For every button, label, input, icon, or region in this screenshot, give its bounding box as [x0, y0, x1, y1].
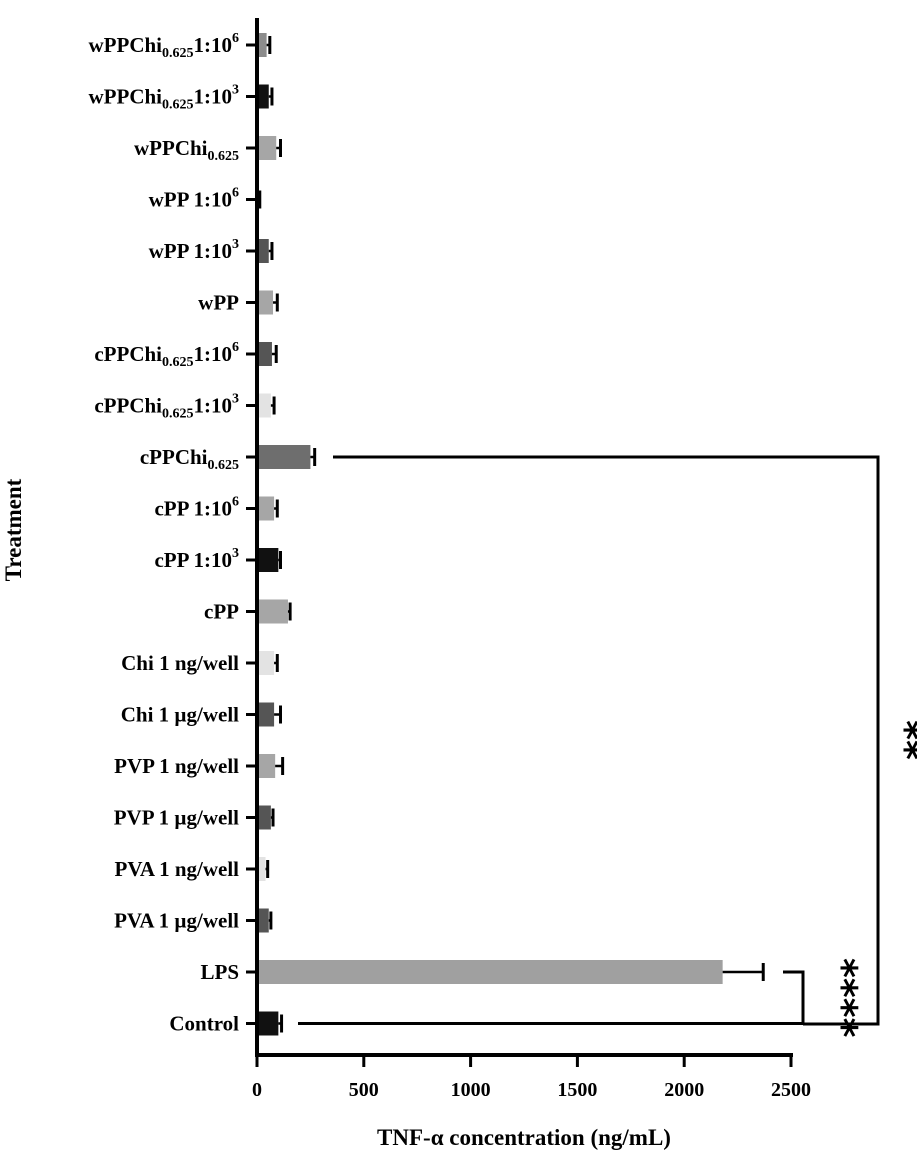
- error-bar-wppchi-1e6: [266, 36, 272, 54]
- x-axis: 0 500 1000 1500 2000 2500: [252, 18, 811, 1101]
- category-label-cpp-1e3: cPP 1:103: [154, 546, 239, 572]
- error-bar-cppchi: [310, 448, 317, 466]
- x-tick-label-0: 0: [252, 1079, 262, 1101]
- error-bar-cpp: [287, 602, 292, 621]
- bar-wppchi: [257, 136, 277, 160]
- category-label-cppchi: cPPChi0.625: [140, 445, 239, 473]
- error-bar-pva-ng: [265, 860, 270, 878]
- bar-cppchi-1e6: [257, 342, 272, 366]
- x-tick-label-2000: 2000: [664, 1079, 704, 1101]
- x-tick-label-1000: 1000: [451, 1079, 491, 1101]
- error-bar-pvp-ug: [270, 808, 275, 827]
- bar-cpp-1e6: [257, 496, 275, 521]
- bar-cppchi-1e3: [257, 393, 271, 418]
- error-bar-wppchi: [276, 139, 282, 157]
- category-label-chi-ug: Chi 1 µg/well: [121, 703, 239, 727]
- error-bar-wppchi-1e3: [268, 87, 274, 106]
- x-axis-title: TNF-α concentration (ng/mL): [377, 1125, 671, 1150]
- category-label-pvp-ng: PVP 1 ng/well: [114, 754, 239, 778]
- significance-label-lps-control: ****: [821, 958, 865, 1038]
- category-label-wppchi: wPPChi0.625: [134, 136, 239, 164]
- error-bar-chi-ng: [274, 654, 279, 672]
- error-bar-pvp-ng: [275, 757, 285, 775]
- bars-group: [257, 33, 723, 1036]
- category-label-wpp: wPP: [198, 291, 239, 315]
- bar-wppchi-1e6: [257, 33, 267, 57]
- category-label-lps: LPS: [200, 960, 239, 984]
- bar-wppchi-1e3: [257, 84, 269, 109]
- significance-bracket-cppchi-control: [333, 455, 880, 1026]
- error-bar-control: [278, 1014, 284, 1033]
- category-label-pvp-ug: PVP 1 µg/well: [114, 806, 239, 830]
- significance-label-cppchi-control: **: [884, 720, 917, 760]
- significance-bracket-lps-control: [298, 970, 805, 1025]
- error-bar-cpp-1e6: [274, 499, 279, 518]
- category-label-wppchi-1e3: wPPChi0.6251:103: [89, 83, 240, 113]
- x-tick-label-2500: 2500: [771, 1079, 811, 1101]
- category-label-cppchi-1e6: cPPChi0.6251:106: [94, 340, 239, 370]
- error-bar-cpp-1e3: [278, 551, 282, 569]
- category-label-cpp-1e6: cPP 1:106: [154, 495, 239, 521]
- bar-wpp: [257, 290, 274, 315]
- bar-pvp-ng: [257, 754, 276, 778]
- category-label-cppchi-1e3: cPPChi0.6251:103: [94, 392, 239, 422]
- error-bar-chi-ug: [274, 705, 282, 724]
- error-bar-wpp-1e3: [268, 242, 274, 260]
- bar-pva-ug: [257, 908, 269, 933]
- category-label-pva-ug: PVA 1 µg/well: [114, 909, 239, 933]
- category-label-pva-ng: PVA 1 ng/well: [115, 857, 240, 881]
- significance-group: ******: [298, 455, 917, 1038]
- bar-chi-ng: [257, 651, 275, 675]
- bar-pvp-ug: [257, 805, 271, 830]
- category-label-wpp-1e3: wPP 1:103: [149, 237, 239, 263]
- bar-cppchi: [257, 445, 311, 469]
- x-tick-label-1500: 1500: [557, 1079, 597, 1101]
- error-bars-group: [258, 36, 765, 1033]
- bar-cpp-1e3: [257, 548, 279, 572]
- error-bar-lps: [722, 963, 765, 981]
- bar-pva-ng: [257, 857, 266, 881]
- category-label-cpp: cPP: [204, 600, 239, 624]
- category-label-wpp-1e6: wPP 1:106: [149, 186, 239, 212]
- category-label-control: Control: [169, 1012, 239, 1036]
- bar-control: [257, 1011, 279, 1036]
- error-bar-cppchi-1e6: [271, 345, 278, 363]
- bar-cpp: [257, 599, 288, 624]
- category-label-chi-ng: Chi 1 ng/well: [121, 651, 239, 675]
- y-axis-title: Treatment: [1, 478, 26, 581]
- error-bar-wpp: [273, 293, 279, 312]
- bar-lps: [257, 960, 723, 984]
- error-bar-pva-ug: [268, 911, 273, 930]
- error-bar-cppchi-1e3: [270, 396, 276, 415]
- category-labels-group: wPPChi0.6251:106 wPPChi0.6251:103 wPPChi0.…: [89, 31, 257, 1036]
- bar-wpp-1e3: [257, 239, 269, 263]
- bar-chi-ug: [257, 702, 275, 727]
- category-label-wppchi-1e6: wPPChi0.6251:106: [89, 31, 240, 61]
- x-tick-label-500: 500: [349, 1079, 379, 1101]
